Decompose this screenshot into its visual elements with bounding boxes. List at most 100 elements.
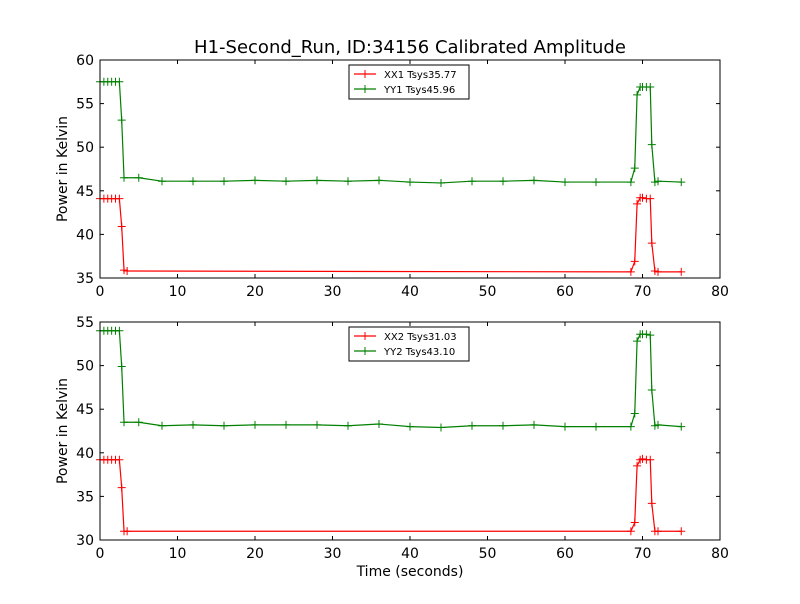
data-point	[406, 178, 414, 187]
data-point	[626, 422, 635, 431]
legend-label: YY1 Tsys45.96	[383, 85, 455, 96]
data-point	[189, 420, 197, 429]
legend-marker	[361, 332, 369, 340]
data-point	[630, 164, 639, 173]
data-point	[375, 420, 383, 429]
legend-box	[348, 64, 470, 100]
data-point	[592, 422, 600, 431]
legend-marker	[361, 85, 369, 93]
x-tick-label: 80	[711, 284, 729, 300]
y-tick-label: 45	[76, 402, 94, 418]
legend-label: YY2 Tsys43.10	[383, 347, 455, 358]
x-tick-label: 50	[479, 284, 497, 300]
y-tick-label: 40	[76, 446, 94, 462]
data-point	[282, 420, 290, 429]
x-tick-label: 50	[479, 546, 497, 562]
data-point	[117, 483, 126, 492]
y-tick-label: 50	[76, 140, 94, 156]
data-point	[123, 267, 132, 276]
data-point	[120, 173, 129, 182]
data-point	[220, 177, 228, 186]
x-tick-label: 40	[401, 546, 419, 562]
data-point	[468, 421, 476, 430]
x-tick-label: 70	[634, 546, 652, 562]
series-2-1	[96, 454, 686, 536]
data-point	[642, 330, 651, 339]
legend-marker	[361, 70, 369, 78]
panels: 0 10 20 30 40 50 60 70 80 35 40 45 50 55 60 Power in Ke…	[55, 53, 729, 580]
data-point	[647, 499, 656, 508]
data-point	[120, 418, 129, 427]
x-axis-label: Time (seconds)	[356, 564, 464, 580]
data-point	[626, 527, 635, 536]
chart-panel-1: 0 10 20 30 40 50 60 70 80 35 40 45 50 55 60 Power in Ke…	[55, 53, 729, 300]
chart-title: H1-Second_Run, ID:34156 Calibrated Ampli…	[194, 37, 626, 58]
data-point	[115, 194, 124, 203]
data-point	[344, 421, 352, 430]
data-point	[282, 177, 290, 186]
data-point	[646, 331, 655, 340]
legend-marker	[361, 347, 369, 355]
y-axis-label: Power in Kelvin	[55, 116, 71, 222]
x-tick-label: 10	[169, 546, 187, 562]
data-point	[134, 173, 143, 182]
data-point	[654, 267, 662, 276]
data-point	[633, 337, 642, 346]
x-tick-label: 0	[96, 546, 105, 562]
data-point	[646, 194, 655, 203]
legend-box	[348, 326, 470, 362]
data-point	[189, 177, 197, 186]
data-point	[626, 178, 635, 187]
data-point	[654, 420, 662, 429]
x-tick-label: 30	[324, 546, 342, 562]
data-point	[123, 527, 132, 536]
data-point	[630, 257, 639, 266]
data-point	[654, 177, 662, 186]
legend: XX2 Tsys31.03 YY2 Tsys43.10	[348, 326, 470, 362]
x-tick-label: 70	[634, 284, 652, 300]
data-point	[626, 267, 635, 276]
data-point	[499, 177, 507, 186]
legend-label: XX2 Tsys31.03	[384, 332, 457, 343]
data-point	[647, 239, 656, 248]
data-point	[344, 177, 352, 186]
data-point	[677, 267, 686, 276]
x-tick-label: 60	[556, 546, 574, 562]
y-tick-label: 60	[76, 53, 94, 69]
data-point	[313, 176, 321, 185]
x-tick-label: 0	[96, 284, 105, 300]
data-point	[646, 83, 655, 92]
data-point	[633, 90, 642, 99]
data-point	[115, 326, 124, 335]
data-point	[630, 409, 639, 418]
data-point	[115, 455, 124, 464]
data-point	[646, 455, 655, 464]
data-point	[468, 177, 476, 186]
x-tick-label: 60	[556, 284, 574, 300]
series-2-2	[96, 326, 686, 432]
data-point	[630, 518, 639, 527]
data-point	[437, 423, 445, 432]
data-point	[220, 421, 228, 430]
y-tick-label: 50	[76, 359, 94, 375]
data-point	[117, 362, 126, 371]
data-point	[158, 177, 166, 186]
data-point	[677, 178, 686, 187]
data-point	[115, 77, 124, 86]
data-point	[117, 116, 126, 125]
y-tick-label: 35	[76, 271, 94, 287]
chart-panel-2: 0 10 20 30 40 50 60 70 80 30 35 40 45 50 55 Power in Ke…	[55, 315, 729, 580]
data-point	[592, 178, 600, 187]
data-point	[561, 178, 569, 187]
y-tick-label: 55	[76, 97, 94, 113]
y-tick-label: 45	[76, 184, 94, 200]
data-point	[134, 418, 143, 427]
y-tick-label: 35	[76, 489, 94, 505]
data-point	[117, 222, 126, 231]
x-tick-label: 80	[711, 546, 729, 562]
x-tick-label: 10	[169, 284, 187, 300]
data-point	[647, 140, 656, 149]
